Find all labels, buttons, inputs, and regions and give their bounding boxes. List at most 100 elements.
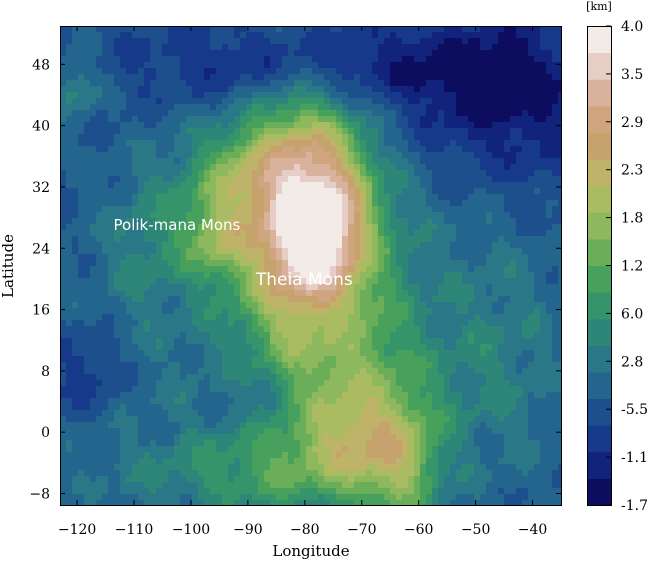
contour-cell bbox=[144, 248, 151, 255]
contour-cell bbox=[366, 104, 373, 111]
contour-cell bbox=[546, 350, 553, 357]
contour-cell bbox=[336, 140, 343, 147]
contour-cell bbox=[246, 278, 253, 285]
contour-cell bbox=[540, 248, 547, 255]
contour-cell bbox=[84, 368, 91, 375]
contour-cell bbox=[234, 296, 241, 303]
contour-cell bbox=[300, 212, 307, 219]
contour-cell bbox=[126, 170, 133, 177]
contour-cell bbox=[378, 140, 385, 147]
contour-cell bbox=[78, 38, 85, 45]
contour-cell bbox=[504, 308, 511, 315]
contour-cell bbox=[516, 50, 523, 57]
contour-cell bbox=[90, 116, 97, 123]
contour-cell bbox=[210, 290, 217, 297]
contour-cell bbox=[222, 356, 229, 363]
contour-cell bbox=[462, 362, 469, 369]
contour-cell bbox=[114, 110, 121, 117]
contour-cell bbox=[450, 188, 457, 195]
contour-cell bbox=[498, 248, 505, 255]
contour-cell bbox=[78, 260, 85, 267]
contour-cell bbox=[168, 344, 175, 351]
contour-cell bbox=[78, 50, 85, 57]
contour-cell bbox=[282, 86, 289, 93]
contour-cell bbox=[378, 32, 385, 39]
contour-cell bbox=[168, 242, 175, 249]
contour-cell bbox=[468, 356, 475, 363]
contour-cell bbox=[180, 284, 187, 291]
contour-cell bbox=[408, 44, 415, 51]
contour-cell bbox=[60, 74, 67, 81]
contour-cell bbox=[144, 134, 151, 141]
contour-cell bbox=[312, 44, 319, 51]
contour-cell bbox=[336, 314, 343, 321]
contour-cell bbox=[66, 218, 73, 225]
contour-cell bbox=[318, 116, 325, 123]
contour-cell bbox=[522, 110, 529, 117]
contour-cell bbox=[318, 56, 325, 63]
contour-cell bbox=[216, 320, 223, 327]
contour-cell bbox=[432, 188, 439, 195]
contour-cell bbox=[330, 122, 337, 129]
contour-cell bbox=[390, 86, 397, 93]
contour-cell bbox=[540, 98, 547, 105]
contour-cell bbox=[276, 242, 283, 249]
contour-cell bbox=[510, 188, 517, 195]
contour-cell bbox=[282, 272, 289, 279]
contour-cell bbox=[102, 314, 109, 321]
contour-cell bbox=[558, 152, 562, 159]
contour-cell bbox=[120, 356, 127, 363]
contour-cell bbox=[462, 266, 469, 273]
contour-cell bbox=[324, 242, 331, 249]
contour-cell bbox=[372, 44, 379, 51]
contour-cell bbox=[276, 266, 283, 273]
contour-cell bbox=[402, 194, 409, 201]
contour-cell bbox=[396, 350, 403, 357]
contour-cell bbox=[258, 128, 265, 135]
contour-cell bbox=[414, 272, 421, 279]
contour-cell bbox=[528, 278, 535, 285]
contour-cell bbox=[348, 38, 355, 45]
contour-cell bbox=[180, 188, 187, 195]
contour-cell bbox=[552, 194, 559, 201]
contour-cell bbox=[354, 350, 361, 357]
contour-cell bbox=[414, 374, 421, 381]
contour-cell bbox=[522, 218, 529, 225]
contour-cell bbox=[498, 116, 505, 123]
contour-cell bbox=[138, 50, 145, 57]
contour-cell bbox=[366, 296, 373, 303]
contour-cell bbox=[150, 92, 157, 99]
contour-cell bbox=[534, 320, 541, 327]
contour-cell bbox=[516, 356, 523, 363]
contour-cell bbox=[210, 368, 217, 375]
contour-cell bbox=[234, 164, 241, 171]
contour-cell bbox=[360, 206, 367, 213]
contour-cell bbox=[150, 170, 157, 177]
contour-cell bbox=[294, 296, 301, 303]
contour-cell bbox=[228, 122, 235, 129]
contour-cell bbox=[300, 230, 307, 237]
contour-cell bbox=[354, 218, 361, 225]
contour-cell bbox=[138, 290, 145, 297]
contour-cell bbox=[522, 92, 529, 99]
contour-cell bbox=[300, 164, 307, 171]
contour-cell bbox=[162, 224, 169, 231]
contour-cell bbox=[372, 152, 379, 159]
contour-cell bbox=[504, 50, 511, 57]
contour-cell bbox=[474, 320, 481, 327]
contour-cell bbox=[120, 194, 127, 201]
contour-cell bbox=[276, 68, 283, 75]
contour-cell bbox=[84, 344, 91, 351]
contour-cell bbox=[474, 272, 481, 279]
contour-cell bbox=[546, 242, 553, 249]
contour-cell bbox=[360, 356, 367, 363]
contour-cell bbox=[288, 224, 295, 231]
contour-cell bbox=[468, 86, 475, 93]
contour-cell bbox=[216, 194, 223, 201]
contour-cell bbox=[90, 182, 97, 189]
contour-cell bbox=[354, 182, 361, 189]
contour-cell bbox=[72, 332, 79, 339]
contour-cell bbox=[396, 278, 403, 285]
contour-cell bbox=[102, 284, 109, 291]
contour-cell bbox=[504, 122, 511, 129]
